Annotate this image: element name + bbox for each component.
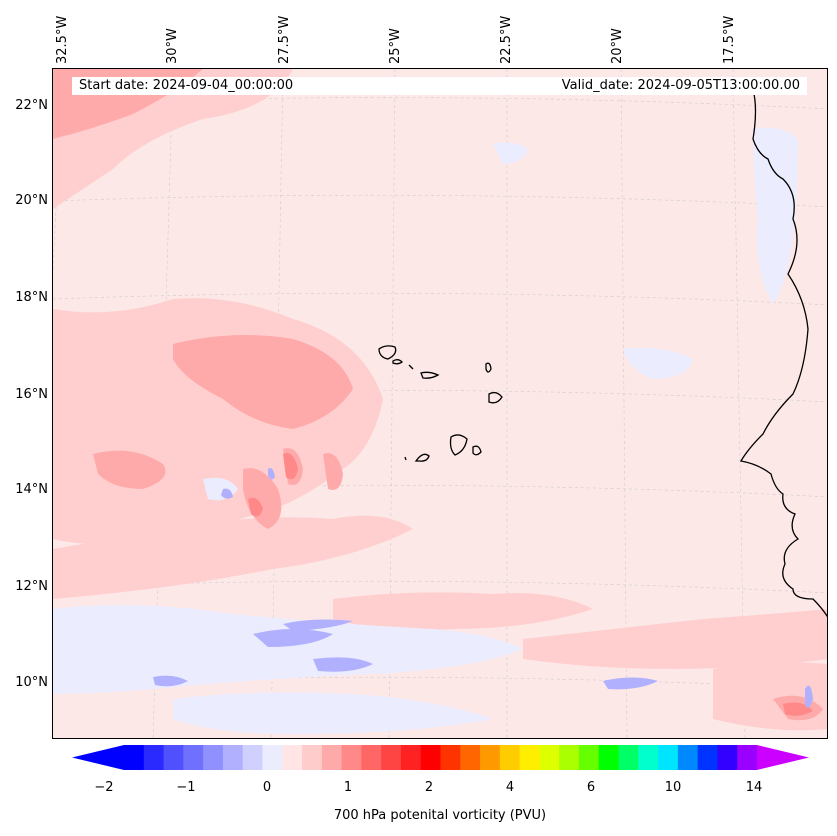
colorbar-bin [143,745,165,770]
info-bar: Start date: 2024-09-04_00:00:00 Valid_da… [72,77,807,95]
colorbar-bin [697,745,718,770]
colorbar-tick: 4 [505,780,515,795]
colorbar-over-arrow [757,745,809,770]
cape-verde-islands [378,345,503,462]
colorbar [72,745,809,770]
colorbar-bin [578,745,600,770]
colorbar-bin [302,745,323,770]
colorbar-label: 700 hPa potenital vorticity (PVU) [333,808,547,823]
colorbar-tick: −2 [94,780,114,795]
lon-label: 30°W [165,28,180,64]
lon-label: 22.5°W [499,15,514,64]
map-panel [52,68,828,739]
colorbar-bin [559,745,580,770]
start-date-label: Start date: 2024-09-04_00:00:00 [79,78,294,93]
colorbar-bin [638,745,659,770]
colorbar-bin [598,745,620,770]
lon-label: 32.5°W [55,15,70,64]
lon-label: 25°W [388,28,403,64]
colorbar-tick: 10 [664,780,682,795]
colorbar-under-arrow [72,745,124,770]
colorbar-bin [183,745,204,770]
colorbar-bin [262,745,283,770]
lat-label: 14°N [15,482,48,497]
pv-negative-medium [153,468,813,708]
colorbar-bin [618,745,639,770]
colorbar-bin [717,745,738,770]
lat-label: 10°N [15,675,48,690]
colorbar-bin [519,745,540,770]
pv-field-map [53,69,827,738]
colorbar-bin [321,745,343,770]
lat-label: 12°N [15,579,48,594]
colorbar-bin [381,745,402,770]
colorbar-bin [440,745,461,770]
colorbar-bin [677,745,699,770]
colorbar-bin [203,745,224,770]
colorbar-bin [480,745,501,770]
colorbar-bins [124,745,758,770]
colorbar-bin [499,745,521,770]
colorbar-bin [124,745,145,770]
colorbar-bin [242,745,263,770]
colorbar-bin [341,745,362,770]
colorbar-tick: 2 [424,780,434,795]
colorbar-tick: −1 [176,780,196,795]
lat-label: 22°N [15,98,48,113]
valid-date-label: Valid_date: 2024-09-05T13:00:00.00 [561,78,800,93]
colorbar-bin [539,745,560,770]
colorbar-bin [163,745,184,770]
lon-label: 20°W [610,28,625,64]
lon-label: 27.5°W [277,15,292,64]
colorbar-bin [737,745,758,770]
colorbar-bin [400,745,422,770]
colorbar-tick: 14 [745,780,763,795]
colorbar-bin [658,745,679,770]
pv-negative-light [53,127,798,734]
lon-label: 17.5°W [722,15,737,64]
colorbar-tick: 0 [262,780,272,795]
colorbar-tick: 6 [586,780,596,795]
colorbar-bin [361,745,382,770]
colorbar-bin [282,745,303,770]
colorbar-tick: 1 [343,780,353,795]
pv-positive-strong [248,453,813,716]
lat-label: 18°N [15,290,48,305]
colorbar-bin [420,745,441,770]
colorbar-bin [460,745,481,770]
coastline [739,88,827,618]
lat-label: 16°N [15,387,48,402]
colorbar-bin [222,745,244,770]
lat-label: 20°N [15,193,48,208]
